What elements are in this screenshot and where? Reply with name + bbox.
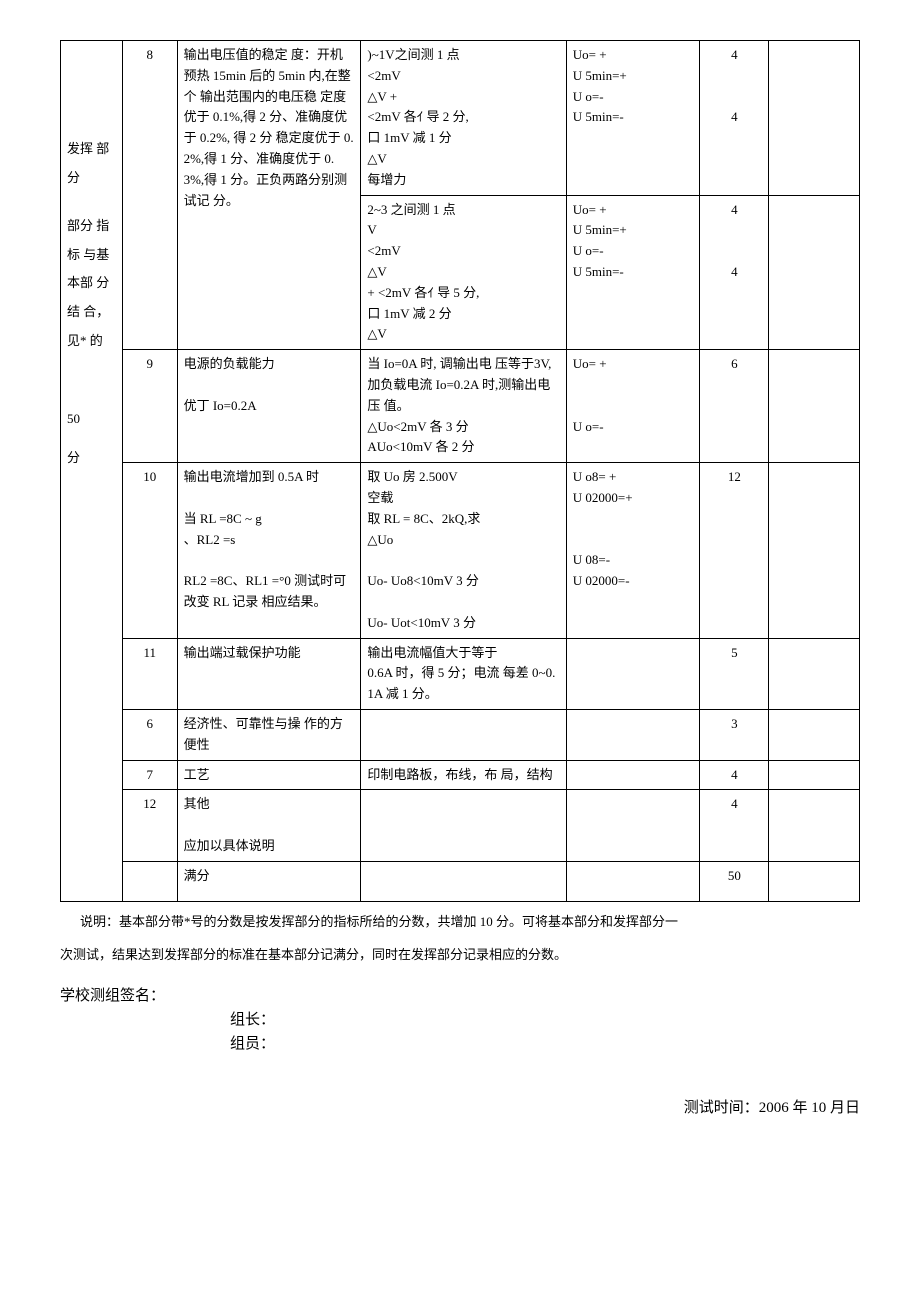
row-method — [361, 709, 566, 760]
signature-member: 组员： — [60, 1032, 860, 1056]
row-num: 9 — [122, 350, 177, 463]
row-data: Uo= + U o=- — [566, 350, 700, 463]
table-row: 发挥 部 分 部分 指 标 与基 本部 分 结 合， 见* 的 50 分 8 输… — [61, 41, 860, 196]
row-blank — [769, 760, 860, 790]
sidebar-text: 分 — [67, 164, 116, 193]
row-data — [566, 861, 700, 901]
row-score: 4 4 — [700, 41, 769, 196]
table-row: 11 输出端过载保护功能 输出电流幅值大于等于 0.6A 时，得 5 分；电流 … — [61, 638, 860, 709]
row-blank — [769, 709, 860, 760]
row-blank — [769, 638, 860, 709]
row-score: 4 — [700, 790, 769, 861]
sidebar-text: 见* 的 — [67, 327, 116, 356]
row-item: 输出端过载保护功能 — [177, 638, 361, 709]
row-method: )~1V之间测 1 点 <2mV △V + <2mV 各ｲ 导 2 分, 口 1… — [361, 41, 566, 196]
row-item: 满分 — [177, 861, 361, 901]
row-method — [361, 790, 566, 861]
test-time: 测试时间：2006 年 10 月日 — [60, 1096, 860, 1120]
row-num: 8 — [122, 41, 177, 350]
row-num: 7 — [122, 760, 177, 790]
row-score: 12 — [700, 463, 769, 638]
note-line-2: 次测试，结果达到发挥部分的标准在基本部分记满分，同时在发挥部分记录相应的分数。 — [60, 945, 860, 966]
row-item: 其他 应加以具体说明 — [177, 790, 361, 861]
signature-title: 学校测组签名： — [60, 984, 860, 1008]
row-data — [566, 709, 700, 760]
row-data — [566, 760, 700, 790]
sidebar-text: 分 — [67, 444, 116, 473]
row-method: 输出电流幅值大于等于 0.6A 时，得 5 分；电流 每差 0~0.1A 减 1… — [361, 638, 566, 709]
sidebar-text: 本部 分 — [67, 269, 116, 298]
row-blank — [769, 195, 860, 350]
sidebar-text: 发挥 部 — [67, 135, 116, 164]
table-row: 6 经济性、可靠性与操 作的方便性 3 — [61, 709, 860, 760]
row-item: 输出电流增加到 0.5A 时 当 RL =8C ~ g 、RL2 =s RL2 … — [177, 463, 361, 638]
row-score: 3 — [700, 709, 769, 760]
row-blank — [769, 41, 860, 196]
row-blank — [769, 861, 860, 901]
sidebar-text: 50 — [67, 405, 116, 434]
row-blank — [769, 790, 860, 861]
row-data: Uo= + U 5min=+ U o=- U 5min=- — [566, 41, 700, 196]
row-score: 6 — [700, 350, 769, 463]
score-table: 发挥 部 分 部分 指 标 与基 本部 分 结 合， 见* 的 50 分 8 输… — [60, 40, 860, 902]
row-data: Uo= + U 5min=+ U o=- U 5min=- — [566, 195, 700, 350]
row-method: 2~3 之间测 1 点 V <2mV △V + <2mV 各ｲ 导 5 分, 口… — [361, 195, 566, 350]
table-row: 9 电源的负载能力 优丁 Io=0.2A 当 Io=0A 时, 调输出电 压等于… — [61, 350, 860, 463]
row-data — [566, 790, 700, 861]
row-score: 5 — [700, 638, 769, 709]
table-row: 7 工艺 印制电路板，布线，布 局，结构 4 — [61, 760, 860, 790]
table-row: 12 其他 应加以具体说明 4 — [61, 790, 860, 861]
table-row: 10 输出电流增加到 0.5A 时 当 RL =8C ~ g 、RL2 =s R… — [61, 463, 860, 638]
row-item: 经济性、可靠性与操 作的方便性 — [177, 709, 361, 760]
row-method: 取 Uo 房 2.500V 空载 取 RL = 8C、2kQ,求 △Uo Uo-… — [361, 463, 566, 638]
row-item: 输出电压值的稳定 度：开机预热 15min 后的 5min 内,在整个 输出范围… — [177, 41, 361, 350]
sidebar-cell: 发挥 部 分 部分 指 标 与基 本部 分 结 合， 见* 的 50 分 — [61, 41, 123, 902]
row-method: 印制电路板，布线，布 局，结构 — [361, 760, 566, 790]
row-num: 11 — [122, 638, 177, 709]
sidebar-text: 部分 指 — [67, 212, 116, 241]
signature-leader: 组长： — [60, 1008, 860, 1032]
row-item: 工艺 — [177, 760, 361, 790]
row-blank — [769, 350, 860, 463]
row-num: 12 — [122, 790, 177, 861]
row-score: 50 — [700, 861, 769, 901]
row-num: 10 — [122, 463, 177, 638]
row-method: 当 Io=0A 时, 调输出电 压等于3V,加负载电流 Io=0.2A 时,测输… — [361, 350, 566, 463]
sidebar-text: 标 与基 — [67, 241, 116, 270]
row-item: 电源的负载能力 优丁 Io=0.2A — [177, 350, 361, 463]
signature-block: 学校测组签名： 组长： 组员： — [60, 984, 860, 1056]
row-num: 6 — [122, 709, 177, 760]
row-method — [361, 861, 566, 901]
row-data — [566, 638, 700, 709]
row-score: 4 4 — [700, 195, 769, 350]
row-blank — [769, 463, 860, 638]
table-row: 满分 50 — [61, 861, 860, 901]
row-score: 4 — [700, 760, 769, 790]
sidebar-text: 结 合， — [67, 298, 116, 327]
note-line-1: 说明：基本部分带*号的分数是按发挥部分的指标所给的分数，共增加 10 分。可将基… — [60, 912, 860, 933]
row-num — [122, 861, 177, 901]
row-data: U o8= + U 02000=+ U 08=- U 02000=- — [566, 463, 700, 638]
